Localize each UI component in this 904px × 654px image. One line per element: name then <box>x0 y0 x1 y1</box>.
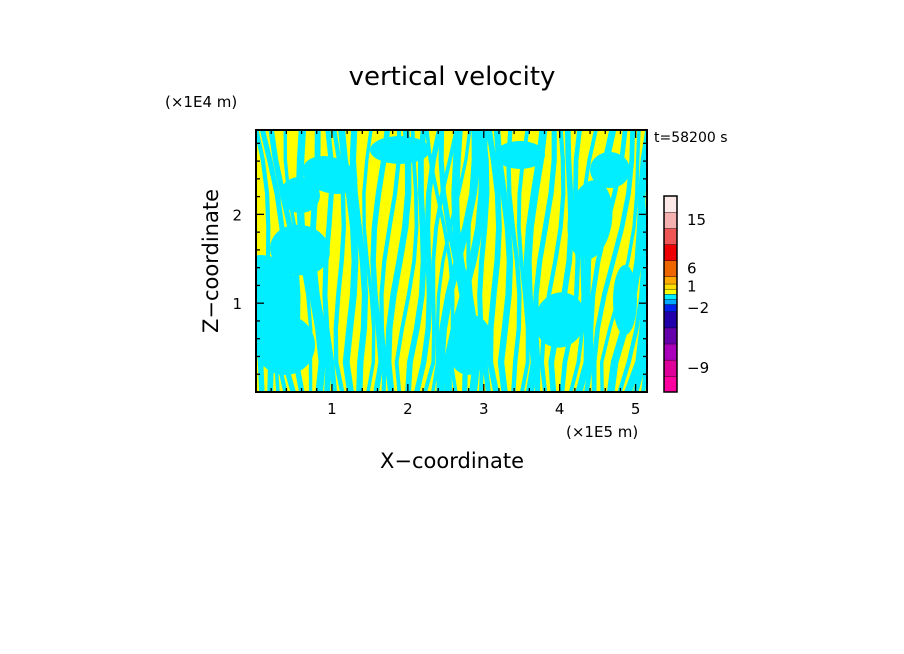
negative-band <box>338 130 359 392</box>
negative-band <box>624 243 647 392</box>
negative-band <box>451 130 481 392</box>
time-label: t=58200 s <box>654 130 728 146</box>
colorbar-segment <box>663 283 678 290</box>
negative-band <box>256 130 288 392</box>
negative-band <box>568 130 598 392</box>
negative-band <box>370 130 391 392</box>
y-unit-label: (×1E4 m) <box>165 93 237 111</box>
negative-band <box>322 130 338 392</box>
y-tick-label: 2 <box>232 206 242 224</box>
heatmap-field <box>256 130 647 392</box>
negative-band <box>632 299 647 392</box>
colorbar-segment <box>663 359 678 377</box>
y-axis-ticks: 12 <box>232 142 647 375</box>
negative-band <box>349 130 369 392</box>
colorbar-segment <box>663 293 678 300</box>
colorbar-segment <box>663 260 678 277</box>
negative-band <box>256 309 265 392</box>
negative-band <box>394 130 419 392</box>
negative-band <box>438 130 469 392</box>
negative-band <box>384 130 412 392</box>
x-axis-label: X−coordinate <box>380 449 524 473</box>
colorbar-segment <box>663 276 678 285</box>
negative-band <box>493 130 514 392</box>
colorbar-segment <box>663 211 678 229</box>
negative-band <box>486 130 502 392</box>
negative-band <box>617 193 647 392</box>
negative-band <box>379 130 402 392</box>
negative-band <box>423 130 459 392</box>
colorbar-segment <box>663 227 678 245</box>
negative-band <box>295 130 327 392</box>
negative-band <box>259 130 296 392</box>
negative-band <box>584 130 628 392</box>
negative-band <box>591 130 635 392</box>
negative-band <box>405 130 427 392</box>
y-axis-label: Z−coordinate <box>199 189 223 333</box>
colorbar-segment <box>663 343 678 361</box>
colorbar-tick-labels: 15 61 −2 −9 <box>687 211 709 377</box>
x-tick-label: 1 <box>327 400 337 418</box>
colorbar-segment <box>663 311 678 329</box>
negative-band <box>466 130 485 392</box>
colorbar-tick-label: −2 <box>687 299 709 317</box>
negative-velocity-bands <box>256 130 647 392</box>
colorbar-segment <box>663 304 678 313</box>
colorbar-segment <box>663 244 678 261</box>
negative-band <box>559 130 582 392</box>
negative-band <box>575 130 617 392</box>
negative-band <box>599 130 641 392</box>
x-axis-ticks: 1 2 3 4 5 <box>270 130 641 418</box>
colorbar-segment <box>663 195 678 213</box>
negative-band <box>523 130 548 392</box>
negative-band <box>256 289 274 392</box>
negative-band <box>506 130 522 392</box>
plot-frame <box>255 129 648 393</box>
colorbar-segment <box>663 288 678 295</box>
negative-band <box>539 130 566 392</box>
colorbar-tick-label: 1 <box>687 277 697 295</box>
colorbar-frame <box>663 195 678 393</box>
x-tick-label: 3 <box>479 400 489 418</box>
colorbar-tick-label: −9 <box>687 359 709 377</box>
x-tick-label: 2 <box>403 400 413 418</box>
negative-band <box>532 130 557 392</box>
colorbar-tick-label: 15 <box>687 211 706 229</box>
negative-band <box>477 130 491 392</box>
negative-band <box>256 262 280 392</box>
negative-band <box>431 130 472 392</box>
negative-band <box>606 130 647 392</box>
negative-band <box>516 130 530 392</box>
negative-band <box>548 130 575 392</box>
negative-band <box>332 130 347 392</box>
colorbar-segment <box>663 375 678 393</box>
negative-band <box>283 130 313 392</box>
colorbar-segment <box>663 298 678 305</box>
negative-band <box>425 130 458 392</box>
chart-title: vertical velocity <box>349 62 556 92</box>
x-tick-label: 5 <box>631 400 641 418</box>
negative-band <box>310 130 332 392</box>
colorbar <box>663 195 678 393</box>
x-unit-label: (×1E5 m) <box>566 423 638 441</box>
y-tick-label: 1 <box>232 295 242 313</box>
colorbar-segment <box>663 327 678 345</box>
negative-band <box>362 130 376 392</box>
x-tick-label: 4 <box>555 400 565 418</box>
negative-band <box>268 130 305 392</box>
colorbar-tick-label: 6 <box>687 259 697 277</box>
